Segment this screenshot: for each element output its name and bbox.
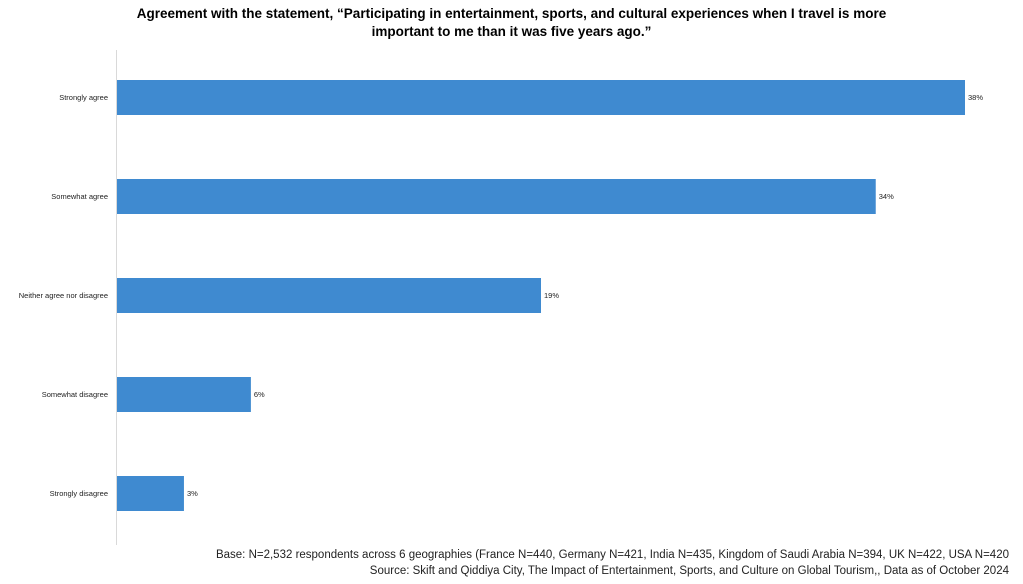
category-label: Somewhat agree — [51, 192, 108, 201]
category-label: Strongly agree — [59, 93, 108, 102]
data-label: 6% — [254, 390, 265, 399]
chart-title-line-1: Agreement with the statement, “Participa… — [136, 6, 887, 21]
chart-title: Agreement with the statement, “Participa… — [0, 5, 1023, 41]
bar-strongly-agree — [117, 80, 965, 115]
data-label: 38% — [968, 93, 983, 102]
source-note: Source: Skift and Qiddiya City, The Impa… — [369, 565, 1009, 577]
category-label: Neither agree nor disagree — [19, 291, 108, 300]
chart-title-line-2: important to me than it was five years a… — [371, 24, 652, 39]
data-label: 3% — [187, 489, 198, 498]
bar-strongly-disagree — [117, 476, 184, 511]
data-label: 34% — [879, 192, 894, 201]
data-label: 19% — [544, 291, 559, 300]
bar-somewhat-disagree — [117, 377, 251, 412]
category-label: Strongly disagree — [50, 489, 108, 498]
chart-footer: Base: N=2,532 respondents across 6 geogr… — [216, 547, 1009, 579]
category-label: Somewhat disagree — [42, 390, 108, 399]
bar-neither-agree-nor-disagree — [117, 278, 541, 313]
bar-somewhat-agree — [117, 179, 876, 214]
base-note: Base: N=2,532 respondents across 6 geogr… — [215, 549, 1009, 561]
